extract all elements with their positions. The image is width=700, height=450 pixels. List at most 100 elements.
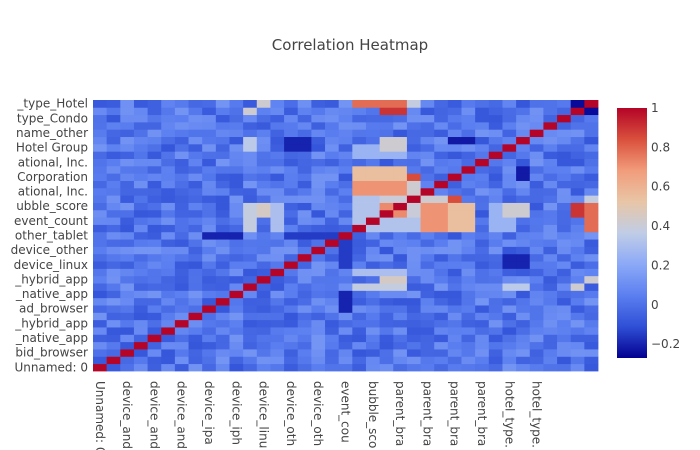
heatmap-cell	[434, 334, 449, 343]
heatmap-cell	[174, 187, 189, 196]
heatmap-cell	[584, 356, 599, 365]
x-tick-label: device_iph	[229, 381, 243, 445]
heatmap-cell	[570, 261, 585, 269]
heatmap-cell	[120, 268, 135, 277]
heatmap-cell	[584, 173, 599, 181]
heatmap-cell	[570, 114, 585, 123]
heatmap-cell	[420, 129, 435, 138]
heatmap-cell	[243, 297, 258, 306]
heatmap-cell	[188, 319, 203, 328]
x-tick-label: event_cou	[339, 381, 353, 443]
heatmap-cell	[215, 136, 230, 145]
heatmap-cell	[557, 363, 572, 372]
heatmap-cell	[202, 100, 217, 108]
heatmap-cell	[434, 349, 449, 357]
heatmap-cell	[325, 129, 340, 138]
heatmap-cell	[434, 312, 449, 321]
heatmap-cell	[393, 261, 408, 269]
heatmap-cell	[243, 305, 258, 313]
heatmap-cell	[584, 312, 599, 321]
heatmap-cell	[243, 158, 258, 167]
heatmap-cell	[133, 180, 148, 189]
heatmap-cell	[393, 305, 408, 313]
heatmap-cell	[270, 268, 285, 277]
heatmap-cell	[106, 217, 121, 225]
heatmap-cell	[434, 261, 449, 269]
heatmap-cell	[529, 143, 544, 152]
heatmap-cell	[174, 246, 189, 255]
heatmap-cell	[215, 283, 230, 291]
heatmap-cell	[161, 327, 176, 335]
heatmap-cell	[475, 341, 490, 350]
heatmap-cell	[447, 217, 462, 225]
heatmap-cell	[475, 224, 490, 233]
heatmap-cell	[325, 224, 340, 233]
heatmap-cell	[147, 173, 162, 181]
heatmap-cell	[106, 195, 121, 203]
heatmap-cell	[120, 165, 135, 174]
heatmap-cell	[420, 290, 435, 299]
heatmap-cell	[393, 246, 408, 255]
heatmap-cell	[557, 129, 572, 138]
heatmap-cell	[161, 268, 176, 277]
heatmap-cell	[434, 158, 449, 167]
heatmap-cell	[393, 180, 408, 189]
heatmap-cell	[202, 261, 217, 269]
heatmap-cell	[543, 356, 558, 365]
heatmap-cell	[106, 224, 121, 233]
heatmap-cell	[174, 305, 189, 313]
heatmap-cell	[338, 349, 353, 357]
heatmap-cell	[475, 173, 490, 181]
heatmap-cell	[516, 268, 531, 277]
heatmap-cell	[557, 275, 572, 284]
heatmap-cell	[488, 312, 503, 321]
heatmap-cell	[406, 253, 421, 262]
heatmap-cell	[106, 363, 121, 372]
heatmap-cell	[352, 187, 367, 196]
heatmap-cell	[311, 319, 326, 328]
heatmap-cell	[297, 173, 312, 181]
heatmap-cell	[215, 290, 230, 299]
heatmap-cell	[256, 100, 271, 108]
heatmap-cell	[311, 231, 326, 240]
heatmap-cell	[106, 290, 121, 299]
heatmap-cell	[297, 341, 312, 350]
heatmap-cell	[147, 121, 162, 130]
heatmap-cell	[284, 195, 299, 203]
heatmap-cell	[420, 275, 435, 284]
heatmap-cell	[529, 158, 544, 167]
heatmap-cell	[174, 114, 189, 123]
heatmap-cell	[570, 239, 585, 247]
heatmap-cell	[557, 231, 572, 240]
heatmap-cell	[434, 319, 449, 328]
heatmap-cell	[338, 283, 353, 291]
heatmap-cell	[284, 173, 299, 181]
heatmap-cell	[256, 275, 271, 284]
heatmap-cell	[133, 305, 148, 313]
heatmap-cell	[284, 151, 299, 159]
heatmap-cell	[557, 180, 572, 189]
heatmap-cell	[311, 261, 326, 269]
heatmap-cell	[93, 312, 108, 321]
y-tick-label: name_other	[16, 126, 88, 140]
heatmap-cell	[243, 151, 258, 159]
heatmap-cell	[352, 173, 367, 181]
heatmap-cell	[584, 129, 599, 138]
heatmap-cell	[488, 129, 503, 138]
heatmap-cell	[365, 312, 381, 321]
heatmap-cell	[475, 356, 490, 365]
heatmap-cell	[352, 143, 367, 152]
heatmap-cell	[570, 334, 585, 343]
heatmap-cell	[188, 180, 203, 189]
heatmap-cell	[516, 261, 531, 269]
heatmap-cell	[557, 297, 572, 306]
heatmap-cell	[352, 239, 367, 247]
heatmap-cell	[557, 224, 572, 233]
heatmap-cell	[365, 305, 381, 313]
heatmap-cell	[243, 275, 258, 284]
heatmap-cell	[502, 209, 517, 218]
y-tick-labels: Unnamed: 0bid_browser_native_app_hybrid_…	[11, 97, 89, 375]
heatmap-cell	[475, 180, 490, 189]
heatmap-cell	[243, 195, 258, 203]
